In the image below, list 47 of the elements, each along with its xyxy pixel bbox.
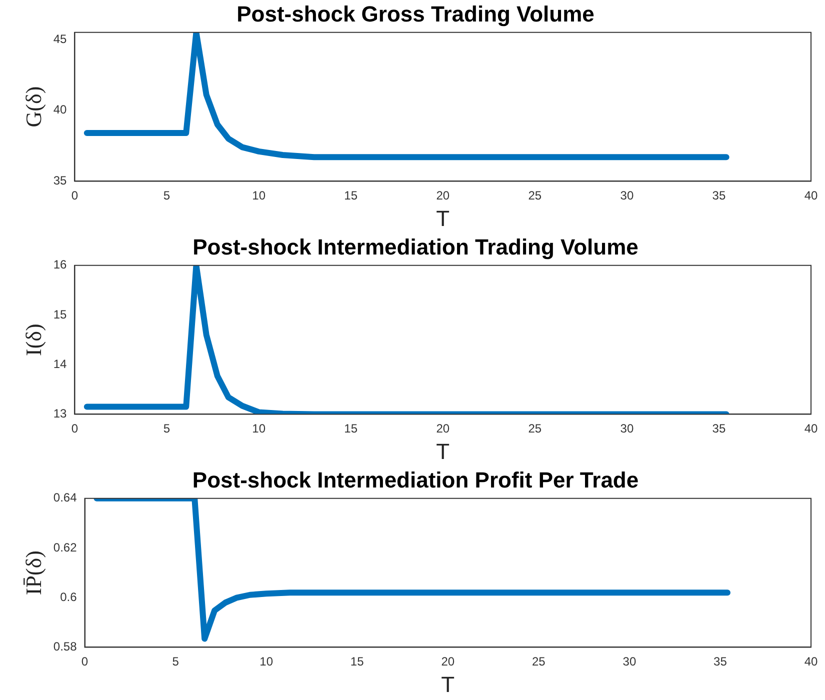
x-tick-label: 30 <box>622 654 636 669</box>
y-axis-title: I(δ) <box>20 324 46 356</box>
chart-title: Post-shock Intermediation Trading Volume <box>192 234 638 260</box>
chart-title: Post-shock Intermediation Profit Per Trade <box>192 467 639 492</box>
x-tick-label: 0 <box>71 188 78 203</box>
x-tick-label: 10 <box>252 422 266 436</box>
y-tick-label: 0.64 <box>53 490 78 505</box>
y-tick-label: 35 <box>53 174 68 188</box>
x-axis-title: T <box>441 672 455 697</box>
y-axis-title: G(δ) <box>20 86 46 128</box>
x-tick-label: 15 <box>350 654 364 669</box>
y-tick-label: 0.62 <box>53 540 78 554</box>
x-tick-label: 40 <box>804 654 818 669</box>
y-tick-label: 16 <box>53 258 68 272</box>
y-tick-label: 13 <box>53 406 68 421</box>
y-tick-label: 14 <box>53 356 68 371</box>
x-tick-label: 25 <box>528 422 542 436</box>
x-tick-label: 5 <box>163 422 170 436</box>
x-tick-label: 35 <box>712 188 726 203</box>
x-tick-label: 5 <box>163 188 170 203</box>
x-tick-label: 30 <box>620 422 634 436</box>
x-tick-label: 40 <box>804 422 818 436</box>
x-tick-label: 20 <box>436 188 450 203</box>
x-tick-label: 0 <box>71 422 78 436</box>
y-tick-label: 45 <box>53 32 68 46</box>
x-tick-label: 10 <box>260 654 274 669</box>
x-tick-label: 5 <box>172 654 180 669</box>
y-tick-label: 0.58 <box>53 640 78 654</box>
x-tick-label: 35 <box>712 422 726 436</box>
y-axis-title: IP̄(δ) <box>20 550 46 596</box>
x-axis-title: T <box>436 438 450 464</box>
x-tick-label: 30 <box>620 188 634 203</box>
y-tick-label: 15 <box>53 307 68 322</box>
x-tick-label: 10 <box>252 188 266 203</box>
x-tick-label: 15 <box>344 422 358 436</box>
chart-title: Post-shock Gross Trading Volume <box>236 1 594 26</box>
x-tick-label: 25 <box>532 654 546 669</box>
x-tick-label: 15 <box>344 188 358 203</box>
y-tick-label: 40 <box>53 102 68 117</box>
x-tick-label: 35 <box>714 654 728 669</box>
x-tick-label: 40 <box>804 188 818 203</box>
x-tick-label: 25 <box>528 188 542 203</box>
y-tick-label: 0.6 <box>60 590 78 604</box>
x-tick-label: 0 <box>81 654 88 669</box>
x-tick-label: 20 <box>436 422 450 436</box>
x-tick-label: 20 <box>441 654 455 669</box>
x-axis-title: T <box>436 206 450 231</box>
